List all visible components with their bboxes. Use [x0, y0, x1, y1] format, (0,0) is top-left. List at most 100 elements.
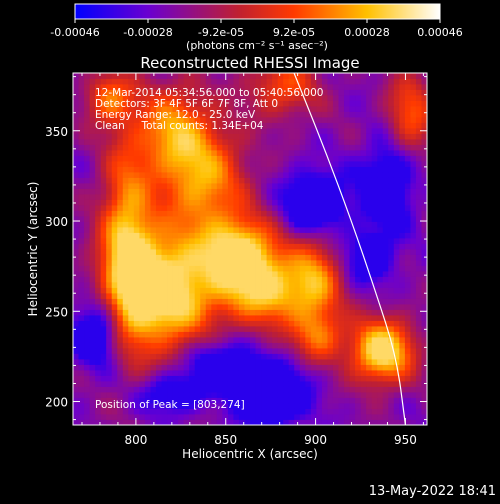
heatmap-cell	[122, 287, 129, 294]
heatmap-cell	[211, 243, 218, 250]
heatmap-cell	[222, 353, 229, 360]
heatmap-cell	[122, 276, 129, 283]
heatmap-cell	[421, 172, 427, 178]
heatmap-cell	[233, 271, 240, 277]
heatmap-cell	[117, 172, 124, 178]
heatmap-cell	[344, 353, 350, 360]
heatmap-cell	[316, 260, 323, 266]
heatmap-cell	[299, 177, 306, 184]
heatmap-cell	[399, 260, 406, 266]
heatmap-cell	[172, 166, 179, 173]
heatmap-cell	[89, 249, 96, 255]
heatmap-cell	[310, 304, 317, 310]
heatmap-cell	[355, 133, 362, 140]
heatmap-cell	[410, 320, 417, 327]
heatmap-cell	[238, 205, 245, 211]
heatmap-cell	[305, 337, 312, 343]
heatmap-cell	[360, 122, 367, 129]
heatmap-cell	[244, 419, 251, 425]
heatmap-cell	[106, 155, 113, 162]
heatmap-cell	[122, 150, 129, 156]
heatmap-cell	[321, 139, 328, 145]
heatmap-cell	[89, 199, 96, 206]
heatmap-cell	[244, 194, 251, 200]
heatmap-cell	[78, 353, 85, 360]
heatmap-cell	[78, 331, 85, 338]
heatmap-cell	[238, 331, 245, 338]
heatmap-cell	[117, 260, 124, 266]
heatmap-cell	[222, 227, 229, 233]
heatmap-cell	[100, 304, 107, 310]
heatmap-cell	[238, 122, 245, 129]
heatmap-cell	[261, 287, 267, 294]
heatmap-cell	[216, 183, 223, 189]
annotation-energy-range: Energy Range: 12.0 - 25.0 keV	[95, 109, 256, 121]
heatmap-cell	[189, 210, 196, 217]
heatmap-cell	[404, 73, 411, 79]
heatmap-cell	[344, 304, 350, 310]
heatmap-cell	[294, 89, 301, 96]
heatmap-cell	[250, 221, 256, 228]
heatmap-cell	[250, 78, 256, 85]
heatmap-cell	[111, 238, 118, 244]
heatmap-cell	[415, 392, 422, 398]
heatmap-cell	[360, 276, 367, 283]
heatmap-cell	[371, 210, 378, 217]
heatmap-cell	[200, 221, 207, 228]
heatmap-cell	[288, 265, 295, 272]
heatmap-cell	[371, 100, 378, 107]
heatmap-cell	[415, 205, 422, 211]
heatmap-cell	[205, 403, 212, 409]
heatmap-cell	[183, 150, 190, 156]
heatmap-cell	[261, 84, 267, 90]
heatmap-cell	[404, 271, 411, 277]
heatmap-cell	[283, 227, 290, 233]
heatmap-cell	[133, 155, 140, 162]
heatmap-cell	[78, 122, 85, 129]
heatmap-cell	[344, 359, 350, 365]
heatmap-cell	[189, 260, 196, 266]
heatmap-cell	[172, 359, 179, 365]
heatmap-cell	[222, 155, 229, 162]
heatmap-cell	[410, 128, 417, 134]
heatmap-cell	[106, 320, 113, 327]
heatmap-cell	[200, 210, 207, 217]
heatmap-cell	[393, 342, 400, 349]
heatmap-cell	[272, 238, 279, 244]
heatmap-cell	[89, 276, 96, 283]
heatmap-cell	[366, 238, 373, 244]
heatmap-cell	[299, 370, 306, 376]
heatmap-cell	[366, 210, 373, 217]
heatmap-cell	[283, 133, 290, 140]
heatmap-cell	[139, 364, 146, 371]
heatmap-cell	[283, 326, 290, 332]
heatmap-cell	[117, 205, 124, 211]
heatmap-cell	[261, 166, 267, 173]
heatmap-cell	[84, 397, 90, 404]
heatmap-cell	[144, 95, 151, 101]
heatmap-cell	[167, 216, 173, 222]
heatmap-cell	[238, 78, 245, 85]
heatmap-cell	[233, 111, 240, 118]
heatmap-cell	[233, 100, 240, 107]
heatmap-cell	[283, 205, 290, 211]
heatmap-cell	[266, 287, 273, 294]
heatmap-cell	[150, 364, 157, 371]
heatmap-cell	[393, 194, 400, 200]
heatmap-cell	[222, 304, 229, 310]
heatmap-cell	[205, 315, 212, 321]
heatmap-cell	[133, 89, 140, 96]
heatmap-cell	[366, 375, 373, 382]
heatmap-cell	[316, 249, 323, 255]
heatmap-cell	[73, 177, 79, 184]
heatmap-cell	[299, 337, 306, 343]
heatmap-cell	[338, 122, 345, 129]
heatmap-cell	[84, 188, 90, 195]
heatmap-cell	[117, 249, 124, 255]
heatmap-cell	[410, 106, 417, 112]
heatmap-cell	[227, 342, 234, 349]
heatmap-cell	[183, 370, 190, 376]
heatmap-cell	[266, 265, 273, 272]
heatmap-cell	[355, 419, 362, 425]
heatmap-cell	[388, 84, 395, 90]
